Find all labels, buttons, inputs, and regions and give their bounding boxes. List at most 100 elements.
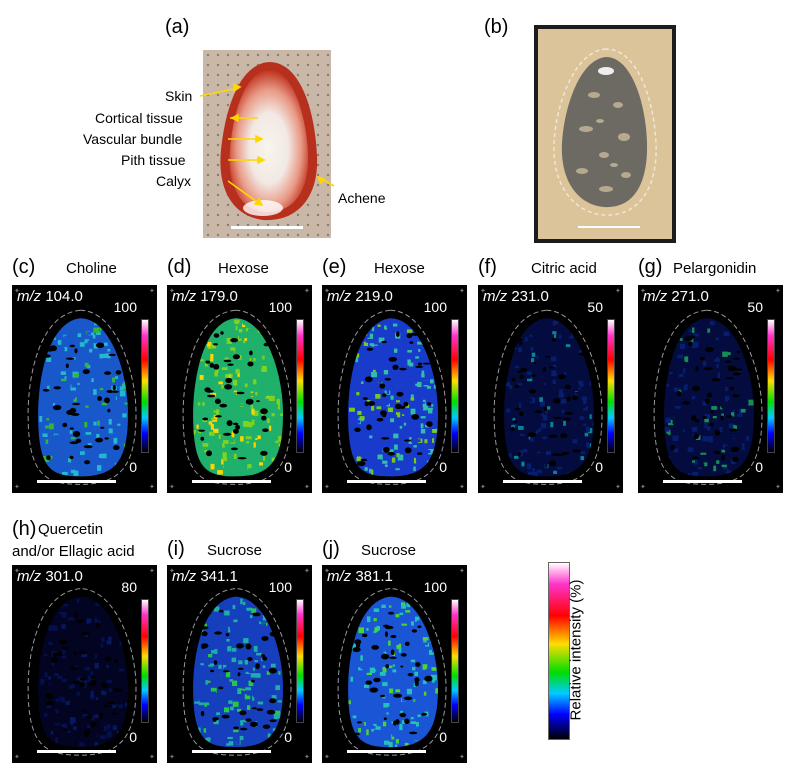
- corner-mark: ✦: [480, 288, 486, 295]
- msi-panel-label: (e): [322, 256, 347, 278]
- annotation-skin: Skin: [165, 88, 193, 104]
- intensity-colorbar: [451, 599, 459, 723]
- corner-mark: ✦: [640, 288, 646, 295]
- msi-image: m/z 341.1 100 0 ✦ ✦ ✦ ✦: [167, 565, 312, 763]
- msi-panel-title: Hexose: [374, 260, 425, 277]
- annotation-cortical-tissue: Cortical tissue: [95, 110, 183, 126]
- corner-mark: ✦: [304, 568, 310, 575]
- msi-image: m/z 231.0 50 0 ✦ ✦ ✦ ✦: [478, 285, 623, 493]
- intensity-colorbar: [296, 599, 304, 723]
- scale-bar: [662, 480, 743, 483]
- colorbar-min: 0: [595, 459, 603, 475]
- annotation-achene: Achene: [338, 190, 386, 206]
- corner-mark: ✦: [169, 484, 175, 491]
- corner-mark: ✦: [459, 568, 465, 575]
- intensity-colorbar: [296, 319, 304, 453]
- corner-mark: ✦: [459, 754, 465, 761]
- corner-mark: ✦: [775, 484, 781, 491]
- mz-value: m/z 179.0: [172, 288, 238, 305]
- colorbar-max: 100: [423, 579, 447, 595]
- colorbar-max: 100: [268, 579, 292, 595]
- msi-image: m/z 301.0 80 0 ✦ ✦ ✦ ✦: [12, 565, 157, 763]
- msi-image: m/z 179.0 100 0 ✦ ✦ ✦ ✦: [167, 285, 312, 493]
- colorbar-min: 0: [439, 729, 447, 745]
- corner-mark: ✦: [615, 484, 621, 491]
- corner-mark: ✦: [14, 484, 20, 491]
- intensity-colorbar: [767, 319, 775, 453]
- corner-mark: ✦: [149, 288, 155, 295]
- intensity-colorbar: [141, 599, 149, 723]
- msi-panel-title: Quercetin: [38, 521, 104, 538]
- colorbar-min: 0: [755, 459, 763, 475]
- corner-mark: ✦: [14, 568, 20, 575]
- mz-value: m/z 301.0: [17, 568, 83, 585]
- intensity-colorbar: [607, 319, 615, 453]
- msi-panel-label: (d): [167, 256, 192, 278]
- corner-mark: ✦: [459, 288, 465, 295]
- msi-panel-title: Hexose: [218, 260, 269, 277]
- scale-bar: [191, 480, 272, 483]
- relative-intensity-colorbar: [548, 562, 570, 740]
- corner-mark: ✦: [304, 754, 310, 761]
- intensity-colorbar: [451, 319, 459, 453]
- corner-mark: ✦: [324, 568, 330, 575]
- corner-mark: ✦: [615, 288, 621, 295]
- mz-value: m/z 341.1: [172, 568, 238, 585]
- mz-value: m/z 381.1: [327, 568, 393, 585]
- tissue-section-photo: [534, 25, 676, 243]
- msi-panel-title-line2: and/or Ellagic acid: [12, 543, 135, 560]
- annotation-pith-tissue: Pith tissue: [121, 152, 186, 168]
- msi-panel-label: (i): [167, 538, 185, 560]
- corner-mark: ✦: [775, 288, 781, 295]
- scale-bar: [346, 750, 427, 753]
- corner-mark: ✦: [169, 754, 175, 761]
- msi-image: m/z 219.0 100 0 ✦ ✦ ✦ ✦: [322, 285, 467, 493]
- mz-value: m/z 231.0: [483, 288, 549, 305]
- scale-bar: [36, 750, 117, 753]
- colorbar-max: 100: [268, 299, 292, 315]
- corner-mark: ✦: [304, 288, 310, 295]
- colorbar-min: 0: [284, 729, 292, 745]
- msi-image: m/z 104.0 100 0 ✦ ✦ ✦ ✦: [12, 285, 157, 493]
- annotation-arrows: [199, 82, 335, 207]
- colorbar-max: 100: [113, 299, 137, 315]
- colorbar-max: 80: [121, 579, 137, 595]
- corner-mark: ✦: [149, 484, 155, 491]
- msi-panel-label: (g): [638, 256, 663, 278]
- corner-mark: ✦: [324, 754, 330, 761]
- msi-image: m/z 381.1 100 0 ✦ ✦ ✦ ✦: [322, 565, 467, 763]
- scale-bar: [346, 480, 427, 483]
- scale-bar: [502, 480, 583, 483]
- colorbar-min: 0: [439, 459, 447, 475]
- annotation-calyx: Calyx: [156, 173, 192, 189]
- colorbar-min: 0: [284, 459, 292, 475]
- colorbar-max: 100: [423, 299, 447, 315]
- scale-bar: [191, 750, 272, 753]
- corner-mark: ✦: [149, 754, 155, 761]
- corner-mark: ✦: [149, 568, 155, 575]
- corner-mark: ✦: [640, 484, 646, 491]
- corner-mark: ✦: [14, 754, 20, 761]
- corner-mark: ✦: [304, 484, 310, 491]
- msi-image: m/z 271.0 50 0 ✦ ✦ ✦ ✦: [638, 285, 783, 493]
- msi-panel-title: Sucrose: [207, 542, 263, 559]
- panel-b-label: (b): [484, 16, 509, 38]
- scale-bar: [36, 480, 117, 483]
- msi-panel-title: Choline: [66, 260, 117, 277]
- msi-panel-label: (h): [12, 518, 37, 540]
- colorbar-min: 0: [129, 459, 137, 475]
- corner-mark: ✦: [459, 484, 465, 491]
- corner-mark: ✦: [324, 484, 330, 491]
- msi-panel-title: Pelargonidin: [673, 260, 757, 277]
- mz-value: m/z 219.0: [327, 288, 393, 305]
- annotation-vascular-bundle: Vascular bundle: [83, 131, 183, 147]
- colorbar-max: 50: [587, 299, 603, 315]
- mz-value: m/z 104.0: [17, 288, 83, 305]
- msi-panel-label: (f): [478, 256, 497, 278]
- corner-mark: ✦: [169, 568, 175, 575]
- colorbar-max: 50: [747, 299, 763, 315]
- corner-mark: ✦: [169, 288, 175, 295]
- msi-panel-title: Sucrose: [361, 542, 417, 559]
- corner-mark: ✦: [480, 484, 486, 491]
- colorbar-label: Relative intensity (%): [567, 579, 585, 721]
